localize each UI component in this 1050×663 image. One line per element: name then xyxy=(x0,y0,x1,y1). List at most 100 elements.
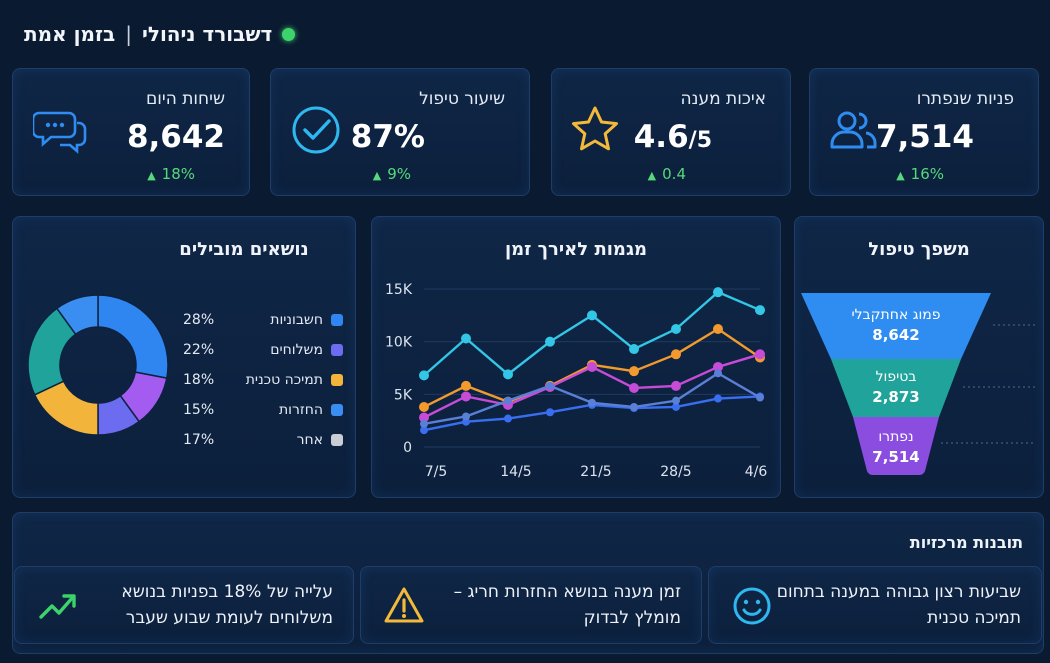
y-tick-label: 5K xyxy=(394,387,413,403)
data-point[interactable] xyxy=(546,408,554,417)
up-triangle-icon: ▲ xyxy=(372,169,382,182)
data-point[interactable] xyxy=(629,366,639,377)
legend-item: תמיכה טכנית 18% xyxy=(183,365,343,395)
data-point[interactable] xyxy=(713,361,723,372)
data-point[interactable] xyxy=(419,412,429,423)
data-point[interactable] xyxy=(672,396,680,405)
x-tick-label: 7/5 xyxy=(425,464,448,480)
funnel-chart: פמוג אחתקבלי 8,642 בטיפול 2,873 נפתרו 7,… xyxy=(801,293,1035,476)
trends-title: מגמות לאירך זמן xyxy=(504,239,648,260)
trends-panel: מגמות לאירך זמן 0 5K 10K 15K 7/5 14/5 21/5 28/5… xyxy=(371,216,781,498)
data-point[interactable] xyxy=(755,349,765,360)
kpi-label: איכות מענה xyxy=(680,89,766,109)
data-point[interactable] xyxy=(672,402,680,411)
insight-text: עלייה של 18% בפניות בנושא משלוחים לעומת … xyxy=(121,582,333,628)
topics-donut-chart xyxy=(27,294,169,436)
data-point[interactable] xyxy=(587,310,597,321)
insight-card[interactable]: זמן מענה בנושא החזרות חריג – מומלץ לבדוק xyxy=(360,566,702,644)
data-point[interactable] xyxy=(461,333,471,344)
donut-slice-חשבוניות[interactable] xyxy=(97,294,169,379)
kpi-card-answer-quality[interactable]: איכות מענה 4.6/5 ▲ 0.4 xyxy=(551,68,791,196)
kpi-label: שיחות היום xyxy=(146,89,225,109)
trends-line-chart: 0 5K 10K 15K 7/5 14/5 21/5 28/5 4/6 xyxy=(385,282,768,480)
funnel-stage-3[interactable] xyxy=(853,417,939,476)
data-point[interactable] xyxy=(671,349,681,360)
x-tick-label: 21/5 xyxy=(580,464,611,480)
kpi-delta: ▲ 0.4 xyxy=(647,165,686,183)
data-point[interactable] xyxy=(420,419,428,428)
x-tick-label: 14/5 xyxy=(500,464,531,480)
data-point[interactable] xyxy=(713,324,723,335)
legend-item: החזרות 15% xyxy=(183,395,343,425)
page-subtitle: בזמן אמת xyxy=(24,22,116,46)
funnel-stage-2[interactable] xyxy=(831,359,961,417)
data-point[interactable] xyxy=(461,391,471,402)
kpi-delta: ▲ 16% xyxy=(896,165,944,183)
kpi-card-handling-rate[interactable]: שיעור טיפול 87% ▲ 9% xyxy=(270,68,530,196)
y-tick-label: 10K xyxy=(385,335,413,351)
funnel-stage-value: 8,642 xyxy=(872,326,919,344)
legend-swatch xyxy=(331,374,343,386)
data-point[interactable] xyxy=(462,412,470,421)
data-point[interactable] xyxy=(714,394,722,403)
data-point[interactable] xyxy=(671,380,681,391)
kpi-card-conversations[interactable]: שיחות היום 8,642 ▲ 18% xyxy=(12,68,250,196)
insight-card[interactable]: שביעות רצון גבוהה במענה בתחום תמיכה טכני… xyxy=(708,566,1042,644)
kpi-value: 4.6/5 xyxy=(633,119,712,155)
data-point[interactable] xyxy=(713,287,723,298)
live-status-icon xyxy=(282,27,296,41)
data-point[interactable] xyxy=(545,336,555,347)
data-point[interactable] xyxy=(629,344,639,355)
kpi-delta: ▲ 18% xyxy=(147,165,195,183)
data-point[interactable] xyxy=(714,369,722,378)
insights-title: תובנות מרכזיות xyxy=(909,533,1023,552)
data-point[interactable] xyxy=(420,426,428,435)
smile-icon xyxy=(733,587,771,625)
data-point[interactable] xyxy=(755,305,765,316)
data-point[interactable] xyxy=(504,396,512,405)
kpi-label: שיעור טיפול xyxy=(419,89,505,109)
kpi-card-resolved[interactable]: פניות שנפתרו 7,514 ▲ 16% xyxy=(809,68,1039,196)
donut-slice-אחר[interactable] xyxy=(55,294,99,336)
data-point[interactable] xyxy=(503,369,513,380)
kpi-value: 8,642 xyxy=(126,119,225,155)
dashboard-header: דשבורד ניהולי | בזמן אמת xyxy=(24,14,296,54)
check-circle-icon xyxy=(292,106,340,154)
insight-card[interactable]: עלייה של 18% בפניות בנושא משלוחים לעומת … xyxy=(14,566,354,644)
data-point[interactable] xyxy=(587,361,597,372)
funnel-stage-label: בטיפול xyxy=(876,369,917,385)
funnel-panel: משפך טיפול פמוג אחתקבלי 8,642 בטיפול 2,8… xyxy=(794,216,1044,498)
data-point[interactable] xyxy=(756,393,764,402)
up-triangle-icon: ▲ xyxy=(647,169,657,182)
data-point[interactable] xyxy=(671,324,681,335)
up-triangle-icon: ▲ xyxy=(896,169,905,182)
chat-icon xyxy=(33,111,87,154)
kpi-delta: ▲ 9% xyxy=(372,165,411,183)
star-icon xyxy=(572,106,618,151)
legend-swatch xyxy=(331,344,343,356)
title-separator: | xyxy=(125,22,132,46)
funnel-stage-1[interactable] xyxy=(801,293,991,359)
insight-text: זמן מענה בנושא החזרות חריג – מומלץ לבדוק xyxy=(453,582,681,628)
data-point[interactable] xyxy=(588,398,596,407)
topics-panel: נושאים מובילים חשבוניות 28% משלוחים 22% תמ… xyxy=(12,216,356,498)
topics-title: נושאים מובילים xyxy=(179,239,309,260)
data-point[interactable] xyxy=(419,401,429,412)
insight-text: שביעות רצון גבוהה במענה בתחום תמיכה טכני… xyxy=(776,582,1021,628)
data-point[interactable] xyxy=(419,370,429,381)
funnel-stage-value: 7,514 xyxy=(872,448,919,466)
funnel-stage-value: 2,873 xyxy=(872,388,919,406)
kpi-value: 7,514 xyxy=(875,119,974,155)
data-point[interactable] xyxy=(504,414,512,423)
legend-item: חשבוניות 28% xyxy=(183,305,343,335)
x-tick-label: 4/6 xyxy=(745,464,768,480)
data-point[interactable] xyxy=(629,383,639,394)
trend-up-icon xyxy=(39,594,76,619)
legend-item: משלוחים 22% xyxy=(183,335,343,365)
data-point[interactable] xyxy=(630,402,638,411)
x-tick-label: 28/5 xyxy=(660,464,691,480)
data-point[interactable] xyxy=(461,380,471,391)
data-point[interactable] xyxy=(546,381,554,390)
funnel-title: משפך טיפול xyxy=(868,239,970,260)
up-triangle-icon: ▲ xyxy=(147,169,156,182)
